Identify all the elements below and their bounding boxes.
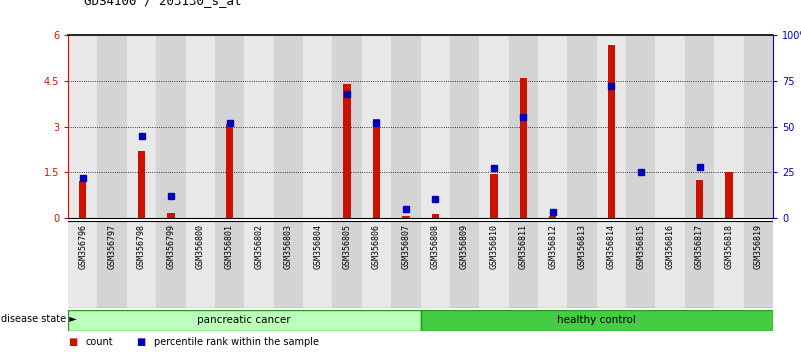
- Bar: [714, 35, 743, 218]
- Text: GSM356802: GSM356802: [255, 224, 264, 269]
- Bar: [274, 221, 303, 308]
- Text: GSM356812: GSM356812: [548, 224, 557, 269]
- Bar: [608, 45, 615, 218]
- Text: GSM356807: GSM356807: [401, 224, 410, 269]
- Bar: [696, 180, 703, 218]
- Bar: [68, 310, 421, 331]
- Bar: [743, 35, 773, 218]
- Bar: [362, 221, 391, 308]
- Bar: [432, 214, 439, 218]
- Text: GSM356818: GSM356818: [724, 224, 734, 269]
- Bar: [362, 35, 391, 218]
- Bar: [685, 221, 714, 308]
- Bar: [567, 221, 597, 308]
- Bar: [567, 35, 597, 218]
- Bar: [156, 35, 186, 218]
- Text: GDS4100 / 203130_s_at: GDS4100 / 203130_s_at: [84, 0, 242, 7]
- Bar: [372, 119, 380, 218]
- Text: GSM356798: GSM356798: [137, 224, 146, 269]
- Text: GSM356814: GSM356814: [607, 224, 616, 269]
- Text: GSM356808: GSM356808: [431, 224, 440, 269]
- Bar: [655, 221, 685, 308]
- Bar: [127, 221, 156, 308]
- Text: GSM356806: GSM356806: [372, 224, 381, 269]
- Text: GSM356809: GSM356809: [460, 224, 469, 269]
- Text: pancreatic cancer: pancreatic cancer: [198, 315, 291, 325]
- Bar: [597, 35, 626, 218]
- Bar: [68, 221, 98, 308]
- Bar: [303, 35, 332, 218]
- Text: disease state ►: disease state ►: [1, 314, 77, 325]
- Bar: [98, 221, 127, 308]
- Bar: [421, 310, 773, 331]
- Bar: [421, 35, 450, 218]
- Bar: [156, 221, 186, 308]
- Bar: [597, 221, 626, 308]
- Text: GSM356813: GSM356813: [578, 224, 586, 269]
- Bar: [98, 35, 127, 218]
- Bar: [626, 35, 655, 218]
- Text: count: count: [86, 337, 113, 347]
- Bar: [450, 221, 479, 308]
- Text: GSM356819: GSM356819: [754, 224, 763, 269]
- Bar: [127, 35, 156, 218]
- Bar: [68, 35, 98, 218]
- Text: GSM356810: GSM356810: [489, 224, 498, 269]
- Text: GSM356800: GSM356800: [195, 224, 205, 269]
- Text: GSM356803: GSM356803: [284, 224, 293, 269]
- Bar: [743, 221, 773, 308]
- Bar: [391, 221, 421, 308]
- Bar: [714, 221, 743, 308]
- Text: percentile rank within the sample: percentile rank within the sample: [154, 337, 319, 347]
- Bar: [538, 221, 567, 308]
- Text: ■: ■: [68, 337, 78, 347]
- Bar: [725, 172, 733, 218]
- Bar: [626, 221, 655, 308]
- Bar: [549, 216, 557, 218]
- Text: GSM356801: GSM356801: [225, 224, 234, 269]
- Bar: [332, 221, 362, 308]
- Text: GSM356804: GSM356804: [313, 224, 322, 269]
- Bar: [479, 35, 509, 218]
- Bar: [520, 78, 527, 218]
- Bar: [138, 151, 145, 218]
- Bar: [303, 221, 332, 308]
- Bar: [490, 174, 497, 218]
- Bar: [215, 35, 244, 218]
- Bar: [186, 221, 215, 308]
- Bar: [479, 221, 509, 308]
- Text: GSM356797: GSM356797: [107, 224, 117, 269]
- Bar: [655, 35, 685, 218]
- Bar: [226, 124, 233, 218]
- Bar: [186, 35, 215, 218]
- Text: GSM356817: GSM356817: [695, 224, 704, 269]
- Bar: [79, 181, 87, 218]
- Bar: [421, 221, 450, 308]
- Bar: [391, 35, 421, 218]
- Bar: [167, 213, 175, 218]
- Bar: [215, 221, 244, 308]
- Bar: [509, 35, 538, 218]
- Bar: [244, 221, 274, 308]
- Bar: [685, 35, 714, 218]
- Bar: [450, 35, 479, 218]
- Bar: [274, 35, 303, 218]
- Text: ■: ■: [136, 337, 146, 347]
- Bar: [344, 84, 351, 218]
- Text: GSM356796: GSM356796: [78, 224, 87, 269]
- Text: GSM356805: GSM356805: [343, 224, 352, 269]
- Text: healthy control: healthy control: [557, 315, 636, 325]
- Text: GSM356816: GSM356816: [666, 224, 674, 269]
- Text: GSM356811: GSM356811: [519, 224, 528, 269]
- Text: GSM356799: GSM356799: [167, 224, 175, 269]
- Bar: [244, 35, 274, 218]
- Bar: [402, 216, 409, 218]
- Bar: [538, 35, 567, 218]
- Text: GSM356815: GSM356815: [636, 224, 646, 269]
- Bar: [332, 35, 362, 218]
- Bar: [509, 221, 538, 308]
